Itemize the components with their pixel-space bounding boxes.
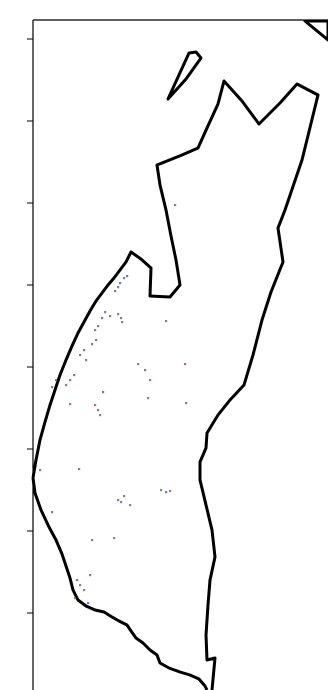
observation-point	[89, 574, 92, 577]
corner-landmass-outline	[303, 19, 328, 42]
observation-point	[101, 317, 104, 320]
observation-point	[120, 501, 123, 504]
axes-frame	[32, 19, 328, 690]
observation-point	[121, 321, 124, 324]
observation-point	[165, 320, 168, 323]
observation-point	[99, 414, 102, 417]
observation-point	[79, 354, 82, 357]
observation-point	[169, 490, 172, 493]
landmass-outline	[31, 79, 320, 690]
observation-point	[147, 397, 150, 400]
observation-point	[174, 204, 177, 207]
observation-point	[113, 537, 116, 540]
observation-point	[109, 315, 112, 318]
observation-point	[97, 325, 100, 328]
observation-point	[129, 504, 132, 507]
observation-point	[85, 359, 88, 362]
observation-point	[79, 584, 82, 587]
observation-point	[78, 468, 81, 471]
observation-point	[39, 469, 42, 472]
observation-point	[69, 379, 72, 382]
observation-point	[120, 317, 123, 320]
observation-point	[126, 275, 129, 278]
observation-point	[123, 277, 126, 280]
observation-point	[55, 379, 58, 382]
observation-point	[149, 379, 152, 382]
coastline-south	[31, 477, 209, 690]
observation-point	[76, 579, 79, 582]
observation-point	[165, 491, 168, 494]
observation-point	[117, 313, 120, 316]
observation-point	[94, 404, 97, 407]
observation-point	[91, 343, 94, 346]
observation-point	[184, 363, 187, 366]
observation-point	[94, 329, 97, 332]
y-axis-ticks	[27, 38, 33, 614]
observation-point	[95, 339, 98, 342]
observation-point	[117, 499, 120, 502]
observation-point	[144, 369, 147, 372]
observation-point	[123, 495, 126, 498]
observation-point	[87, 602, 90, 605]
observation-point	[69, 403, 72, 406]
observation-point	[119, 282, 122, 285]
observation-point	[65, 384, 68, 387]
observation-point	[91, 539, 94, 542]
observation-point	[74, 597, 77, 600]
observation-point	[137, 363, 140, 366]
observation-point	[51, 511, 54, 514]
observation-point	[83, 349, 86, 352]
observation-point	[51, 386, 54, 389]
observation-point	[185, 402, 188, 405]
observation-point	[83, 589, 86, 592]
observation-point	[114, 290, 117, 293]
island-outline	[166, 50, 203, 101]
observation-point	[97, 409, 100, 412]
observation-point	[104, 311, 107, 314]
observation-point	[102, 391, 105, 394]
observation-points	[39, 204, 188, 605]
observation-point	[160, 489, 163, 492]
observation-point	[73, 374, 76, 377]
observation-point	[117, 286, 120, 289]
